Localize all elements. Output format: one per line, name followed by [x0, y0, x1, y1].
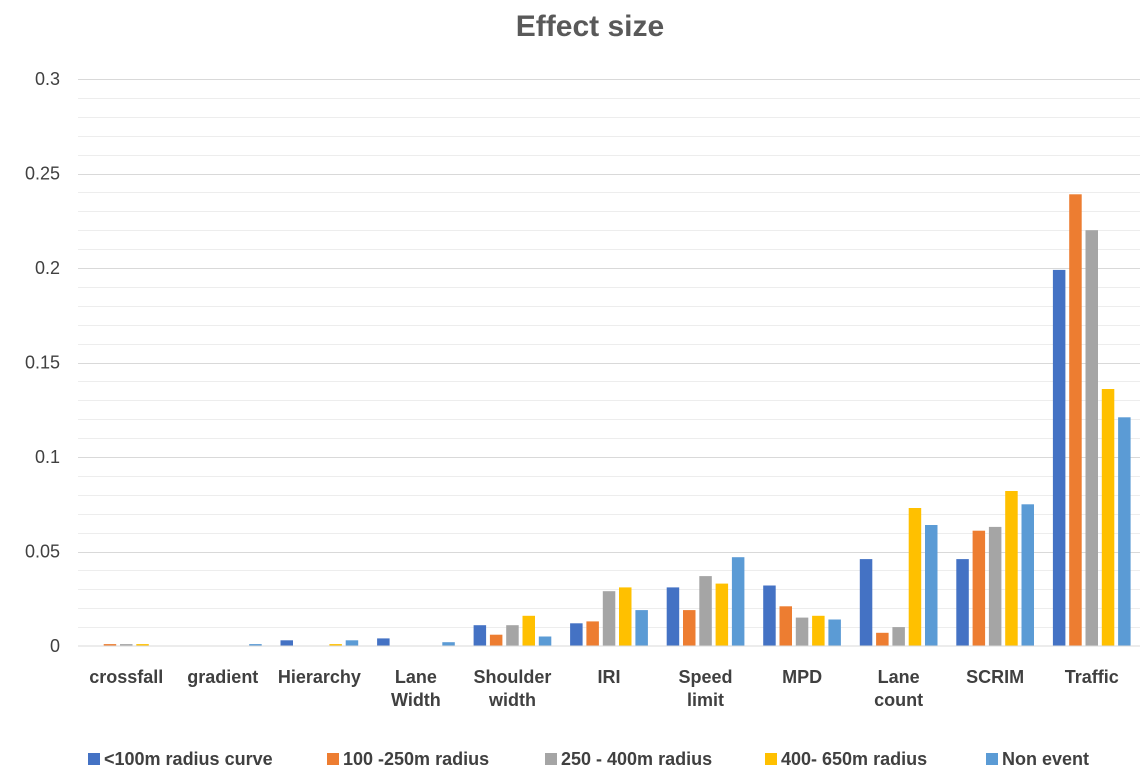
bar: [956, 559, 969, 646]
x-tick-label: MPD: [782, 667, 822, 687]
legend-label: 400- 650m radius: [781, 749, 927, 769]
bar: [763, 585, 776, 646]
legend: <100m radius curve 100 -250m radius 250 - …: [88, 749, 1089, 769]
bar: [619, 587, 632, 646]
y-tick-label: 0.15: [25, 353, 60, 373]
x-axis-ticks: crossfall gradient Hierarchy Lane Width Shoul…: [89, 667, 1118, 710]
legend-swatch: [765, 753, 777, 765]
legend-swatch: [545, 753, 557, 765]
bar: [280, 640, 293, 646]
x-tick-label: Shoulder width: [473, 667, 551, 710]
bar: [136, 644, 149, 646]
bar: [377, 638, 390, 646]
bar: [1101, 389, 1115, 646]
bar: [988, 526, 1002, 646]
bar: [1085, 230, 1098, 646]
bar: [522, 615, 535, 646]
bar: [249, 644, 262, 646]
bar: [715, 583, 729, 646]
x-tick-label: Lane count: [874, 667, 923, 710]
legend-label: 250 - 400m radius: [561, 749, 712, 769]
bar: [666, 587, 680, 646]
x-tick-label: crossfall: [89, 667, 163, 687]
x-tick-label: Lane Width: [391, 667, 441, 710]
bar: [908, 508, 922, 646]
legend-label: 100 -250m radius: [343, 749, 489, 769]
legend-label: <100m radius curve: [104, 749, 273, 769]
bar: [489, 634, 503, 646]
bar: [779, 606, 792, 646]
y-tick-label: 0: [50, 636, 60, 656]
y-tick-label: 0.1: [35, 447, 60, 467]
bar: [103, 644, 117, 646]
bar: [828, 619, 841, 646]
bar: [876, 632, 889, 646]
bar: [972, 530, 986, 646]
bar: [1021, 504, 1034, 647]
y-tick-label: 0.3: [35, 69, 60, 89]
x-tick-label: SCRIM: [966, 667, 1024, 687]
legend-swatch: [327, 753, 339, 765]
bar: [699, 576, 712, 646]
bar: [1118, 417, 1131, 646]
bar: [859, 559, 873, 646]
legend-swatch: [986, 753, 998, 765]
bar: [602, 591, 616, 646]
bar: [1005, 491, 1018, 646]
bar: [538, 636, 552, 646]
bar: [329, 644, 342, 646]
x-tick-label: Speed limit: [679, 667, 733, 710]
bar: [812, 615, 825, 646]
legend-item: 250 - 400m radius: [545, 749, 712, 769]
bar: [1069, 194, 1082, 647]
bar: [1052, 269, 1066, 646]
bar: [506, 625, 519, 646]
gridlines: [78, 79, 1140, 628]
bar: [892, 627, 905, 646]
bar: [442, 642, 455, 646]
y-tick-label: 0.2: [35, 258, 60, 278]
y-tick-label: 0.25: [25, 164, 60, 184]
bar: [635, 610, 648, 646]
bar: [925, 525, 938, 646]
bar: [683, 610, 696, 646]
legend-swatch: [88, 753, 100, 765]
legend-item: <100m radius curve: [88, 749, 273, 769]
bar: [345, 640, 359, 646]
bar: [731, 557, 745, 646]
bar: [570, 623, 583, 646]
bars: [103, 194, 1131, 647]
legend-item: 400- 650m radius: [765, 749, 927, 769]
legend-label: Non event: [1002, 749, 1089, 769]
bar: [473, 625, 487, 646]
bar: [586, 621, 599, 646]
bar: [120, 644, 133, 646]
legend-item: Non event: [986, 749, 1089, 769]
chart-title: Effect size: [516, 10, 664, 43]
y-axis-ticks: 0 0.05 0.1 0.15 0.2 0.25 0.3: [25, 69, 60, 656]
x-tick-label: Hierarchy: [278, 667, 361, 687]
bar: [795, 617, 809, 646]
x-tick-label: gradient: [187, 667, 258, 687]
y-tick-label: 0.05: [25, 542, 60, 562]
x-tick-label: Traffic: [1065, 667, 1119, 687]
legend-item: 100 -250m radius: [327, 749, 489, 769]
x-tick-label: IRI: [597, 667, 620, 687]
